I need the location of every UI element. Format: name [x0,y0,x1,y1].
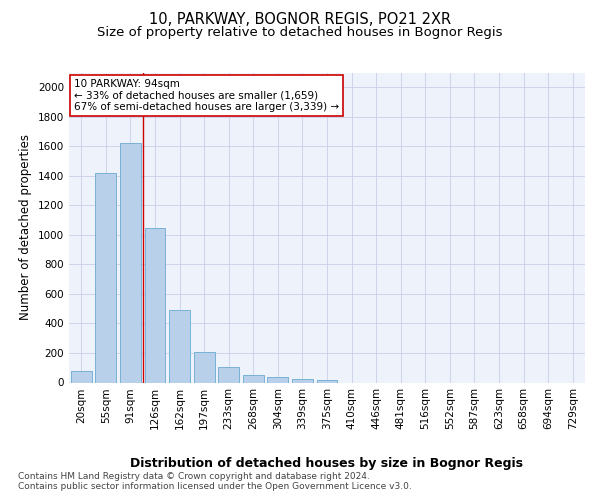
Bar [268,378,289,382]
Bar [145,228,166,382]
Bar [71,370,92,382]
Bar [218,367,239,382]
Text: Distribution of detached houses by size in Bognor Regis: Distribution of detached houses by size … [131,458,523,470]
Y-axis label: Number of detached properties: Number of detached properties [19,134,32,320]
Bar [120,144,141,382]
Bar [194,352,215,382]
Bar [317,380,337,382]
Text: Size of property relative to detached houses in Bognor Regis: Size of property relative to detached ho… [97,26,503,39]
Bar [95,173,116,382]
Text: 10 PARKWAY: 94sqm
← 33% of detached houses are smaller (1,659)
67% of semi-detac: 10 PARKWAY: 94sqm ← 33% of detached hous… [74,78,339,112]
Bar [169,310,190,382]
Text: Contains public sector information licensed under the Open Government Licence v3: Contains public sector information licen… [18,482,412,491]
Text: Contains HM Land Registry data © Crown copyright and database right 2024.: Contains HM Land Registry data © Crown c… [18,472,370,481]
Bar [292,380,313,382]
Text: 10, PARKWAY, BOGNOR REGIS, PO21 2XR: 10, PARKWAY, BOGNOR REGIS, PO21 2XR [149,12,451,28]
Bar [243,376,264,382]
